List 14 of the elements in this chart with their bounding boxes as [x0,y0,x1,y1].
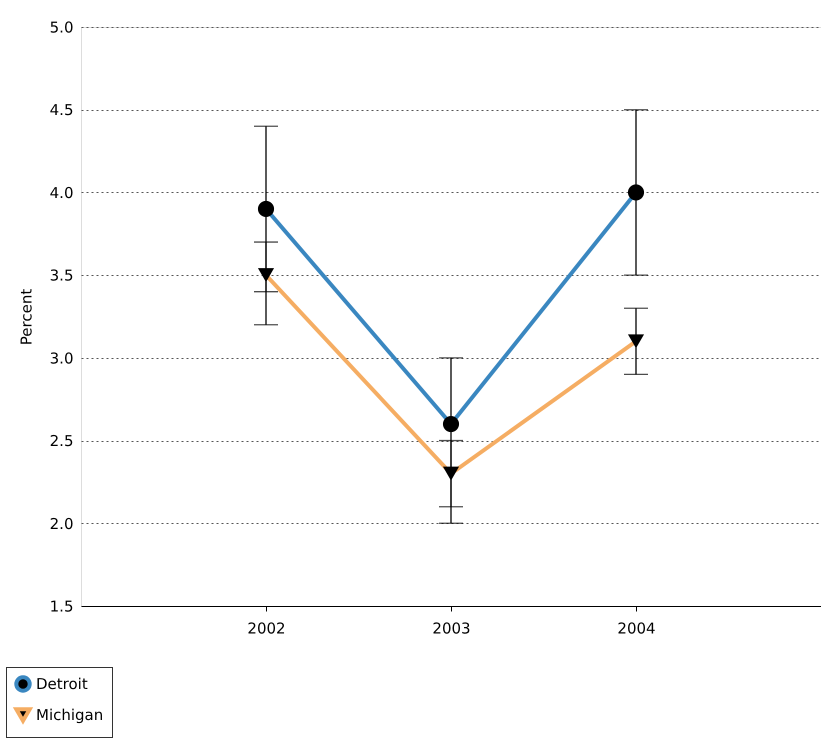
x-tick-label: 2004 [617,620,656,638]
y-tick-label: 4.5 [50,101,74,120]
y-axis-title: Percent [18,288,36,346]
y-tick-label: 5.0 [50,18,74,36]
legend-label: Michigan [36,706,104,724]
y-tick-label: 2.0 [50,514,74,533]
x-tick-label: 2002 [247,620,286,638]
y-tick-label: 3.0 [50,349,74,368]
x-tick-label: 2003 [432,620,471,638]
y-tick-label: 2.5 [50,432,74,450]
y-tick-label: 4.0 [50,184,74,202]
legend-label: Detroit [36,675,88,693]
y-tick-label: 1.5 [50,598,74,616]
y-tick-label: 3.5 [50,266,74,285]
